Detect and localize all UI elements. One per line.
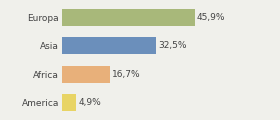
Text: 16,7%: 16,7% [112, 70, 141, 79]
Bar [62, 94, 76, 111]
Text: 32,5%: 32,5% [158, 41, 186, 50]
Bar [62, 66, 110, 83]
Bar [62, 37, 156, 54]
Text: 4,9%: 4,9% [78, 98, 101, 107]
Bar [62, 9, 195, 26]
Text: 45,9%: 45,9% [197, 13, 225, 22]
